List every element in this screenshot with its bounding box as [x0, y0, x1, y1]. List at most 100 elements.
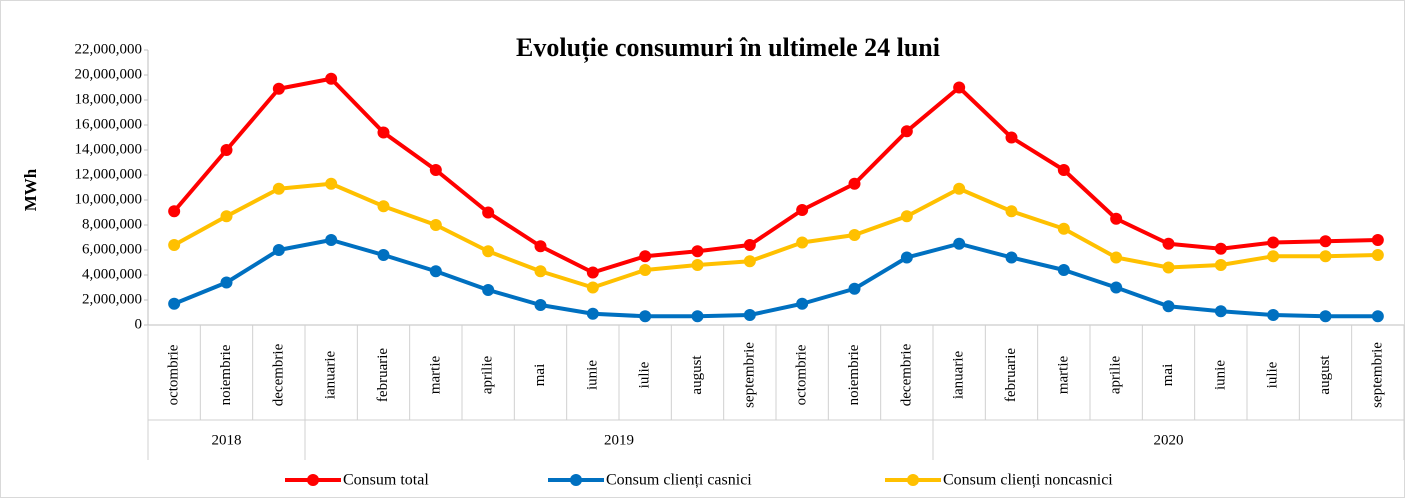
- data-point: [1005, 131, 1018, 144]
- data-point: [639, 264, 652, 276]
- x-tick-label: februarie: [1003, 348, 1019, 402]
- y-tick-label: 22,000,000: [75, 41, 143, 57]
- data-point: [1214, 259, 1227, 271]
- x-group-label: 2020: [1154, 432, 1184, 448]
- data-point: [691, 245, 704, 258]
- data-point: [220, 276, 233, 289]
- data-point: [1162, 300, 1175, 313]
- x-tick-label: martie: [1055, 356, 1071, 395]
- data-point: [586, 307, 599, 320]
- data-point: [534, 240, 547, 253]
- data-point: [639, 310, 652, 323]
- data-point: [953, 81, 966, 94]
- data-point: [639, 250, 652, 263]
- data-point: [1110, 212, 1123, 225]
- x-tick-label: aprilie: [1108, 356, 1124, 395]
- data-point: [272, 244, 285, 256]
- x-tick-label: iulie: [637, 361, 653, 388]
- legend-marker: [570, 474, 582, 486]
- data-point: [1214, 242, 1227, 255]
- data-point: [691, 310, 704, 323]
- legend-marker: [907, 474, 919, 486]
- x-tick-label: ianuarie: [951, 351, 967, 400]
- legend-marker: [307, 474, 319, 486]
- x-tick-label: mai: [532, 364, 548, 387]
- data-point: [377, 126, 390, 139]
- x-tick-label: august: [689, 355, 705, 395]
- series-line: [173, 181, 1378, 290]
- series-line: [172, 76, 1378, 275]
- y-tick-label: 12,000,000: [75, 166, 143, 182]
- data-point: [848, 229, 861, 241]
- y-tick-label: 2,000,000: [82, 291, 142, 307]
- x-group-label: 2019: [604, 432, 634, 448]
- data-point: [1162, 237, 1175, 250]
- data-point: [691, 259, 704, 271]
- x-tick-label: mai: [1160, 364, 1176, 387]
- data-point: [220, 144, 233, 156]
- data-point: [1110, 251, 1123, 264]
- data-point: [168, 297, 181, 310]
- data-point: [482, 284, 495, 296]
- data-point: [168, 239, 181, 251]
- x-group-label: 2018: [212, 432, 242, 448]
- data-point: [1267, 250, 1280, 263]
- data-point: [1371, 310, 1384, 323]
- x-tick-label: august: [1317, 355, 1333, 395]
- data-point: [1110, 281, 1123, 294]
- data-point: [429, 164, 442, 176]
- data-point: [534, 299, 547, 311]
- x-tick-label: decembrie: [898, 343, 914, 406]
- x-tick-label: iunie: [584, 360, 600, 390]
- data-point: [1267, 309, 1280, 321]
- y-tick-label: 6,000,000: [82, 241, 142, 257]
- data-point: [1267, 236, 1280, 249]
- x-tick-label: iunie: [1212, 360, 1228, 390]
- x-tick-label: decembrie: [270, 343, 286, 406]
- data-point: [953, 182, 966, 195]
- data-point: [1057, 222, 1070, 235]
- data-point: [586, 281, 599, 294]
- data-point: [743, 309, 756, 321]
- data-point: [796, 236, 809, 249]
- data-point: [1214, 305, 1227, 318]
- legend-label: Consum clienți noncasnici: [943, 472, 1113, 489]
- data-point: [953, 237, 966, 250]
- data-point: [900, 210, 913, 223]
- data-point: [1005, 205, 1018, 218]
- x-tick-label: noiembrie: [218, 344, 234, 405]
- x-tick-label: octombrie: [794, 344, 810, 405]
- y-tick-label: 16,000,000: [75, 116, 143, 132]
- data-point: [848, 282, 861, 295]
- y-tick-label: 0: [135, 316, 143, 332]
- data-point: [482, 245, 495, 258]
- data-point: [220, 210, 233, 223]
- x-tick-label: ianuarie: [323, 351, 339, 400]
- y-tick-label: 18,000,000: [75, 91, 143, 107]
- x-tick-label: noiembrie: [846, 344, 862, 405]
- data-point: [429, 219, 442, 231]
- y-tick-label: 4,000,000: [82, 266, 142, 282]
- data-point: [586, 266, 599, 279]
- data-point: [900, 251, 913, 264]
- data-point: [429, 265, 442, 278]
- data-point: [796, 204, 809, 216]
- data-point: [1371, 234, 1384, 246]
- x-tick-label: aprilie: [480, 356, 496, 395]
- data-point: [482, 206, 495, 219]
- x-tick-label: februarie: [375, 348, 391, 402]
- data-point: [325, 234, 338, 246]
- x-tick-label: iulie: [1265, 361, 1281, 388]
- data-point: [1057, 264, 1070, 276]
- data-point: [1162, 261, 1175, 274]
- data-point: [325, 72, 338, 85]
- data-point: [1319, 250, 1332, 263]
- data-point: [900, 125, 913, 138]
- data-point: [272, 82, 285, 95]
- data-point: [743, 255, 756, 268]
- x-tick-label: octombrie: [166, 344, 182, 405]
- y-tick-label: 10,000,000: [75, 191, 143, 207]
- data-point: [1319, 235, 1332, 248]
- data-point: [1057, 164, 1070, 176]
